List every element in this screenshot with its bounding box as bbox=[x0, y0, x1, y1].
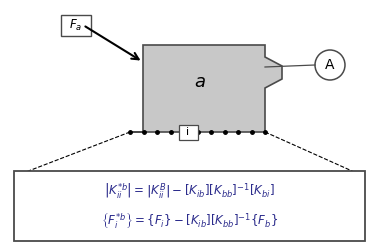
Text: $\left|K_{ii}^{*b}\right|=\left|K_{ii}^{B}\right|-[K_{ib}][K_{bb}]^{-1}[K_{bi}]$: $\left|K_{ii}^{*b}\right|=\left|K_{ii}^{… bbox=[104, 181, 275, 201]
FancyBboxPatch shape bbox=[61, 15, 91, 36]
Polygon shape bbox=[130, 45, 282, 132]
Text: i: i bbox=[186, 127, 190, 137]
Text: $F_a$: $F_a$ bbox=[69, 18, 83, 33]
Text: a: a bbox=[194, 73, 205, 91]
Text: A: A bbox=[325, 58, 335, 72]
FancyBboxPatch shape bbox=[179, 124, 197, 140]
Text: $\left\{F_i^{*b}\right\}=\left\{F_i\right\}-[K_{ib}][K_{bb}]^{-1}\left\{F_b\righ: $\left\{F_i^{*b}\right\}=\left\{F_i\righ… bbox=[101, 211, 278, 231]
FancyBboxPatch shape bbox=[14, 171, 365, 241]
